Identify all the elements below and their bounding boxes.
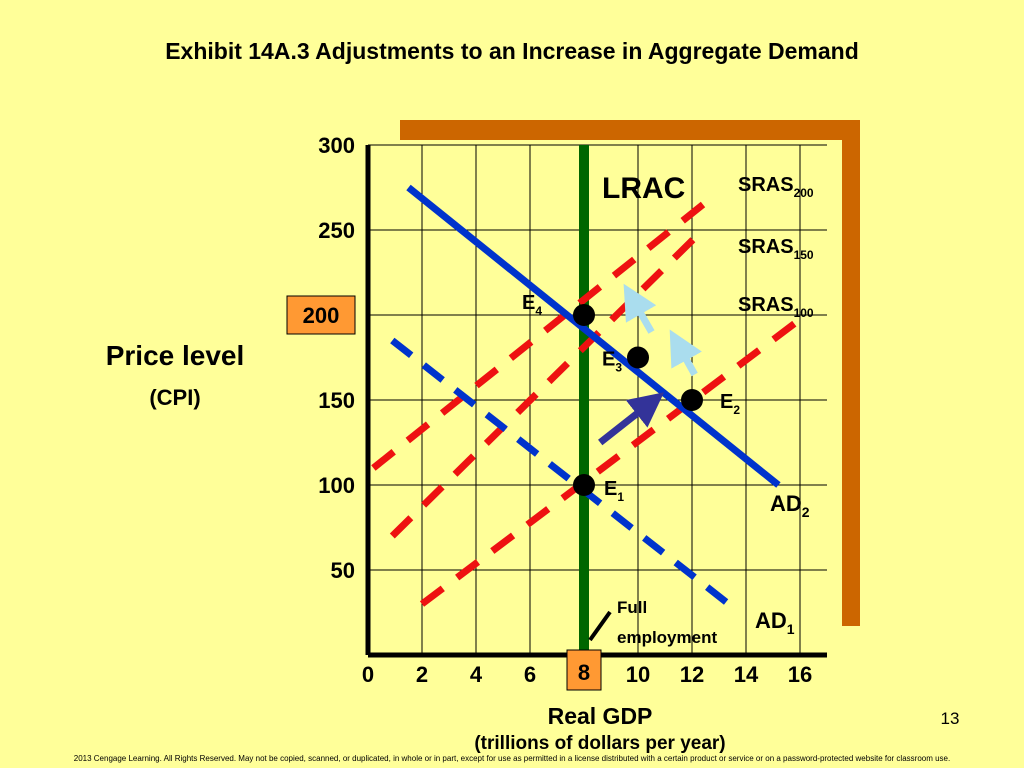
ad-label: AD1 [755, 608, 795, 637]
curves [371, 145, 797, 655]
sras-line [419, 320, 797, 607]
x-tick-label: 14 [734, 662, 759, 687]
shift-arrow [669, 329, 702, 377]
highlight-price-label: 200 [303, 303, 340, 328]
page-number: 13 [940, 709, 960, 728]
annotation-pointer [588, 610, 612, 642]
shift-arrow [623, 283, 657, 334]
ad-line [390, 337, 738, 612]
equilibrium-point [573, 304, 595, 326]
y-axis-sublabel: (CPI) [149, 385, 201, 410]
chart-title: Exhibit 14A.3 Adjustments to an Increase… [165, 38, 859, 64]
x-tick-label: 4 [470, 662, 483, 687]
plot-area [368, 140, 842, 645]
ad-line [406, 184, 781, 488]
x-tick-label: 0 [362, 662, 374, 687]
annotation-line-1: Full [617, 598, 647, 617]
highlight-gdp-label: 8 [578, 660, 590, 685]
x-axis-sublabel: (trillions of dollars per year) [474, 733, 726, 754]
y-tick-label: 150 [318, 388, 355, 413]
shift-arrow [598, 392, 665, 446]
y-tick-label: 50 [331, 558, 355, 583]
labels: E1E2E3E450100150200250300024610121416200… [286, 133, 814, 691]
annotation-line-2: employment [617, 628, 717, 647]
x-axis-label: Real GDP [547, 703, 653, 729]
y-axis-label: Price level [105, 340, 245, 371]
x-tick-label: 6 [524, 662, 536, 687]
x-tick-label: 2 [416, 662, 428, 687]
sras-line [371, 193, 716, 471]
highlight-box-price [286, 295, 356, 335]
equilibrium-point [681, 389, 703, 411]
highlight-box-gdp [566, 649, 602, 691]
sras-line [389, 227, 706, 539]
equilibrium-point [573, 474, 595, 496]
x-tick-label: 10 [626, 662, 650, 687]
lrac-label: LRAC [602, 172, 685, 205]
x-tick-label: 12 [680, 662, 704, 687]
y-tick-label: 300 [318, 133, 355, 158]
copyright-footer: 2013 Cengage Learning. All Rights Reserv… [73, 754, 951, 763]
x-tick-label: 16 [788, 662, 812, 687]
y-tick-label: 100 [318, 473, 355, 498]
equilibrium-point [627, 346, 649, 369]
y-tick-label: 250 [318, 218, 355, 243]
